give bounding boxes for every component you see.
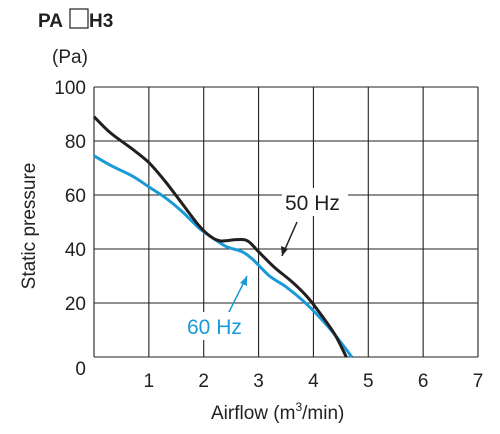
arrow-50hz-head xyxy=(281,246,288,256)
model-title-box xyxy=(69,8,89,29)
x-tick-label: 2 xyxy=(198,371,209,392)
model-title-suffix: H3 xyxy=(89,11,113,32)
y-tick-label: 0 xyxy=(75,359,86,380)
x-tick-label: 7 xyxy=(473,371,484,392)
x-tick-labels: 1 2 3 4 5 6 7 xyxy=(144,371,484,392)
model-title-prefix: PA xyxy=(38,11,63,32)
x-tick-label: 4 xyxy=(308,371,319,392)
x-tick-label: 3 xyxy=(253,371,264,392)
label-60hz-bg xyxy=(184,312,250,340)
series-line-50hz xyxy=(92,115,348,358)
series-label-50hz: 50 Hz xyxy=(285,192,340,215)
y-tick-label: 100 xyxy=(54,78,86,99)
series-label-60hz: 60 Hz xyxy=(187,316,242,339)
label-backgrounds xyxy=(184,188,348,340)
label-arrows xyxy=(227,221,298,315)
series-line-60hz xyxy=(93,154,354,358)
x-tick-label: 5 xyxy=(363,371,374,392)
x-tick-label: 1 xyxy=(144,371,155,392)
label-50hz-bg xyxy=(282,188,348,216)
y-tick-label: 40 xyxy=(65,240,86,261)
y-tick-label: 60 xyxy=(65,186,86,207)
y-tick-label: 20 xyxy=(65,294,86,315)
y-axis-title: Static pressure xyxy=(19,163,40,290)
series-lines xyxy=(92,115,354,358)
arrow-60hz-head xyxy=(240,276,247,286)
y-tick-label: 80 xyxy=(65,132,86,153)
y-unit-label: (Pa) xyxy=(52,47,88,68)
x-axis-title: Airflow (m3/min) xyxy=(211,400,344,424)
grid xyxy=(93,86,479,358)
y-tick-labels: 0 20 40 60 80 100 xyxy=(54,78,86,380)
x-tick-label: 6 xyxy=(418,371,429,392)
